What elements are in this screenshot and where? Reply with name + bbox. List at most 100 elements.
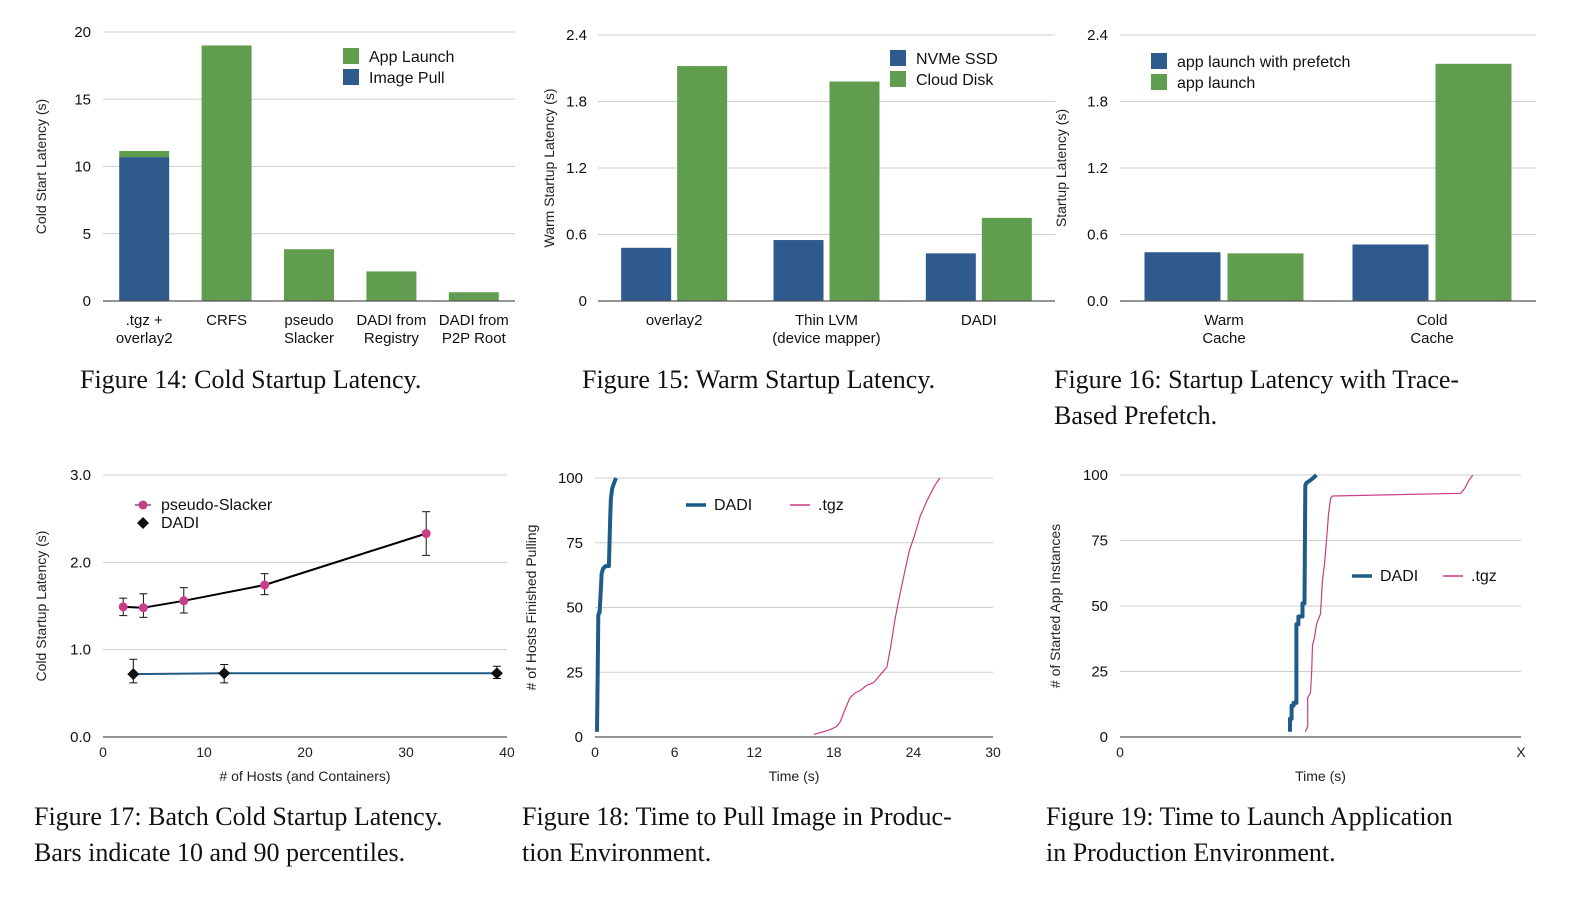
fig18-legend-label: .tgz <box>818 497 844 514</box>
fig15-bar <box>773 240 824 301</box>
fig15-bar <box>981 217 1032 301</box>
fig18-xlabel: Time (s) <box>769 768 820 784</box>
figure-19: 0 25 50 75 100 # of Started App Instances 0 X Ti… <box>1030 452 1592 900</box>
fig19-series-line <box>1304 474 1474 733</box>
fig18-xtick-label: 18 <box>826 744 842 760</box>
fig16-ytick-label: 1.2 <box>1087 160 1108 177</box>
figure-16: 0.0 0.6 1.2 1.8 2.4 Startup Latency (s) Warm Ca… <box>1040 0 1592 440</box>
fig16-ytick-label: 2.4 <box>1087 27 1108 44</box>
fig19-chart: 0 25 50 75 100 # of Started App Instances 0 X Ti… <box>1047 467 1526 784</box>
fig16-ytick-label: 0.6 <box>1087 227 1108 244</box>
fig14-category-label: CRFS <box>206 312 247 329</box>
fig14-legend-label: App Launch <box>369 49 454 66</box>
figure-18: 0 25 50 75 100 # of Hosts Finished Pulling 0 6 1… <box>510 452 1040 900</box>
fig18-series-line <box>813 477 941 735</box>
fig17-xtick-label: 40 <box>499 744 515 760</box>
fig19-series-line <box>1288 473 1318 732</box>
fig14-bar <box>119 151 170 158</box>
fig15-category-label: Thin LVM (device mapper) <box>772 312 880 347</box>
fig14-ytick-label: 20 <box>74 24 91 41</box>
fig18-legend-label: DADI <box>714 497 752 514</box>
fig15-legend-label: NVMe SSD <box>916 51 998 68</box>
fig18-chart: 0 25 50 75 100 # of Hosts Finished Pulling 0 6 1… <box>523 470 1001 784</box>
fig17-ylabel: Cold Startup Latency (s) <box>33 531 49 682</box>
fig16-legend-swatch <box>1151 53 1167 69</box>
fig18-xtick-label: 6 <box>671 744 679 760</box>
fig16-ytick-label: 1.8 <box>1087 94 1108 111</box>
fig17-xlabel: # of Hosts (and Containers) <box>219 768 390 784</box>
fig18-xtick-label: 24 <box>906 744 922 760</box>
fig17-point <box>421 529 431 539</box>
fig17-xtick-label: 10 <box>196 744 212 760</box>
fig17-point <box>127 668 140 681</box>
fig15-bar <box>829 81 880 301</box>
fig19-xtick-label: 0 <box>1116 744 1124 760</box>
fig19-ytick-label: 50 <box>1091 598 1108 615</box>
fig14-bar <box>201 45 252 302</box>
figure-14: 0 5 10 15 20 Cold Start Latency (s) .tgz + over… <box>0 0 530 440</box>
fig15-bar <box>677 66 728 302</box>
fig14-caption: Figure 14: Cold Startup Latency. <box>80 365 422 394</box>
fig14-bar <box>448 292 499 301</box>
fig18-series-line <box>595 477 618 732</box>
fig15-ytick-label: 1.2 <box>566 160 587 177</box>
fig14-legend-label: Image Pull <box>369 70 445 87</box>
figure-17: 0.0 1.0 2.0 3.0 Cold Startup Latency (s) 0 10 2… <box>0 452 530 900</box>
fig14-ytick-label: 0 <box>83 293 91 310</box>
fig14-bar <box>119 157 170 301</box>
fig19-xlabel: Time (s) <box>1295 768 1346 784</box>
fig16-legend-label: app launch <box>1177 75 1255 92</box>
fig15-ytick-label: 2.4 <box>566 27 587 44</box>
fig15-legend-label: Cloud Disk <box>916 72 994 89</box>
fig17-ytick-label: 0.0 <box>70 729 91 746</box>
fig14-category-label: DADI from P2P Root <box>439 312 509 347</box>
fig14-ytick-label: 10 <box>74 159 91 176</box>
fig15-bar <box>925 253 976 301</box>
fig17-ytick-label: 2.0 <box>70 554 91 571</box>
fig16-chart: 0.0 0.6 1.2 1.8 2.4 Startup Latency (s) Warm Ca… <box>1053 27 1536 347</box>
fig17-point <box>179 596 189 606</box>
fig19-legend-label: DADI <box>1380 568 1418 585</box>
fig16-caption: Figure 16: Startup Latency with Trace- B… <box>1054 365 1460 430</box>
fig17-series-line <box>123 532 427 609</box>
fig17-point <box>490 667 503 680</box>
fig15-ytick-label: 0 <box>579 293 587 310</box>
fig16-bar <box>1352 244 1429 301</box>
fig16-category-label: Cold Cache <box>1410 312 1453 347</box>
fig19-caption: Figure 19: Time to Launch Application in… <box>1046 802 1453 867</box>
fig19-legend-label: .tgz <box>1471 568 1497 585</box>
fig16-ytick-label: 0.0 <box>1087 293 1108 310</box>
fig14-category-label: .tgz + overlay2 <box>116 312 173 347</box>
fig18-ytick-label: 25 <box>566 664 583 681</box>
fig15-bar <box>621 247 672 301</box>
fig16-bar <box>1435 63 1512 301</box>
fig17-ytick-label: 3.0 <box>70 467 91 484</box>
fig14-bar <box>366 271 417 301</box>
fig17-legend-marker <box>137 517 149 529</box>
fig14-legend-swatch <box>343 69 359 85</box>
fig15-category-label: overlay2 <box>646 312 703 329</box>
fig18-xtick-label: 0 <box>591 744 599 760</box>
fig17-point <box>218 667 231 680</box>
fig16-legend-swatch <box>1151 74 1167 90</box>
fig17-point <box>138 603 148 613</box>
fig15-ytick-label: 1.8 <box>566 94 587 111</box>
fig17-point <box>118 602 128 612</box>
fig19-ytick-label: 100 <box>1083 467 1108 484</box>
fig17-legend-marker <box>138 500 148 510</box>
fig16-legend-label: app launch with prefetch <box>1177 54 1350 71</box>
fig17-legend-label: pseudo-Slacker <box>161 497 273 514</box>
fig14-ylabel: Cold Start Latency (s) <box>33 99 49 234</box>
fig19-ytick-label: 0 <box>1100 729 1108 746</box>
fig15-legend-swatch <box>890 50 906 66</box>
fig15-ylabel: Warm Startup Latency (s) <box>541 89 557 248</box>
fig17-caption: Figure 17: Batch Cold Startup Latency. B… <box>34 802 443 867</box>
fig18-ytick-label: 100 <box>558 470 583 487</box>
fig17-legend-label: DADI <box>161 515 199 532</box>
fig18-xtick-label: 30 <box>985 744 1001 760</box>
fig17-xtick-label: 0 <box>99 744 107 760</box>
fig14-category-label: pseudo Slacker <box>284 312 334 347</box>
fig15-ytick-label: 0.6 <box>566 227 587 244</box>
fig14-bar <box>284 249 334 301</box>
fig17-xtick-label: 30 <box>398 744 414 760</box>
